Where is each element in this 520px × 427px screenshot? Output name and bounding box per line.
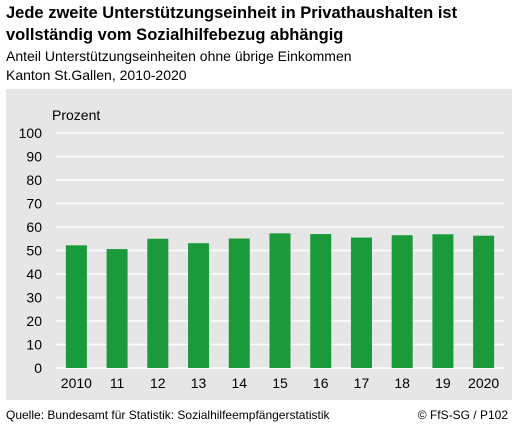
y-tick-label: 20 bbox=[26, 313, 42, 329]
x-tick-label: 11 bbox=[110, 375, 125, 391]
chart-subtitle: Anteil Unterstützungseinheiten ohne übri… bbox=[6, 48, 352, 64]
bar-chart: 0 10 20 30 40 50 60 70 80 90 100 2010 11 12 13 14 15 16 1… bbox=[19, 107, 504, 391]
bar-2020 bbox=[473, 235, 495, 368]
x-tick-label: 19 bbox=[435, 375, 451, 391]
source-note: Quelle: Bundesamt für Statistik: Sozialh… bbox=[6, 408, 330, 422]
y-tick-label: 100 bbox=[19, 125, 43, 141]
bar-19 bbox=[432, 234, 454, 368]
y-tick-label: 50 bbox=[26, 243, 42, 259]
x-tick-label: 17 bbox=[354, 375, 370, 391]
y-tick-label: 80 bbox=[26, 172, 42, 188]
y-tick-label: 10 bbox=[26, 337, 42, 353]
x-tick-label: 2010 bbox=[61, 375, 92, 391]
x-tick-label: 14 bbox=[231, 375, 247, 391]
x-tick-label: 2020 bbox=[468, 375, 499, 391]
y-axis-label: Prozent bbox=[52, 107, 100, 123]
copyright-note: © FfS-SG / P102 bbox=[417, 408, 508, 422]
y-tick-label: 60 bbox=[26, 219, 42, 235]
y-tick-label: 0 bbox=[34, 360, 42, 376]
bar-11 bbox=[106, 249, 128, 368]
y-tick-label: 30 bbox=[26, 290, 42, 306]
y-tick-label: 40 bbox=[26, 266, 42, 282]
chart-panel: 0 10 20 30 40 50 60 70 80 90 100 2010 11 12 13 14 15 16 1… bbox=[6, 89, 512, 400]
bar-15 bbox=[269, 233, 291, 368]
bar-13 bbox=[188, 243, 210, 368]
bar-14 bbox=[228, 238, 250, 368]
chart-subtitle-region: Kanton St.Gallen, 2010-2020 bbox=[6, 67, 187, 83]
bar-17 bbox=[350, 237, 372, 368]
x-tick-label: 18 bbox=[394, 375, 410, 391]
x-tick-label: 15 bbox=[272, 375, 288, 391]
bar-18 bbox=[391, 235, 413, 368]
bar-12 bbox=[147, 238, 169, 368]
x-tick-label: 12 bbox=[150, 375, 166, 391]
bar-16 bbox=[310, 234, 332, 368]
bar-2010 bbox=[65, 245, 87, 368]
chart-title: Jede zweite Unterstützungseinheit in Pri… bbox=[6, 4, 458, 44]
x-tick-label: 16 bbox=[313, 375, 329, 391]
y-tick-label: 70 bbox=[26, 196, 42, 212]
y-tick-label: 90 bbox=[26, 149, 42, 165]
x-tick-label: 13 bbox=[191, 375, 207, 391]
